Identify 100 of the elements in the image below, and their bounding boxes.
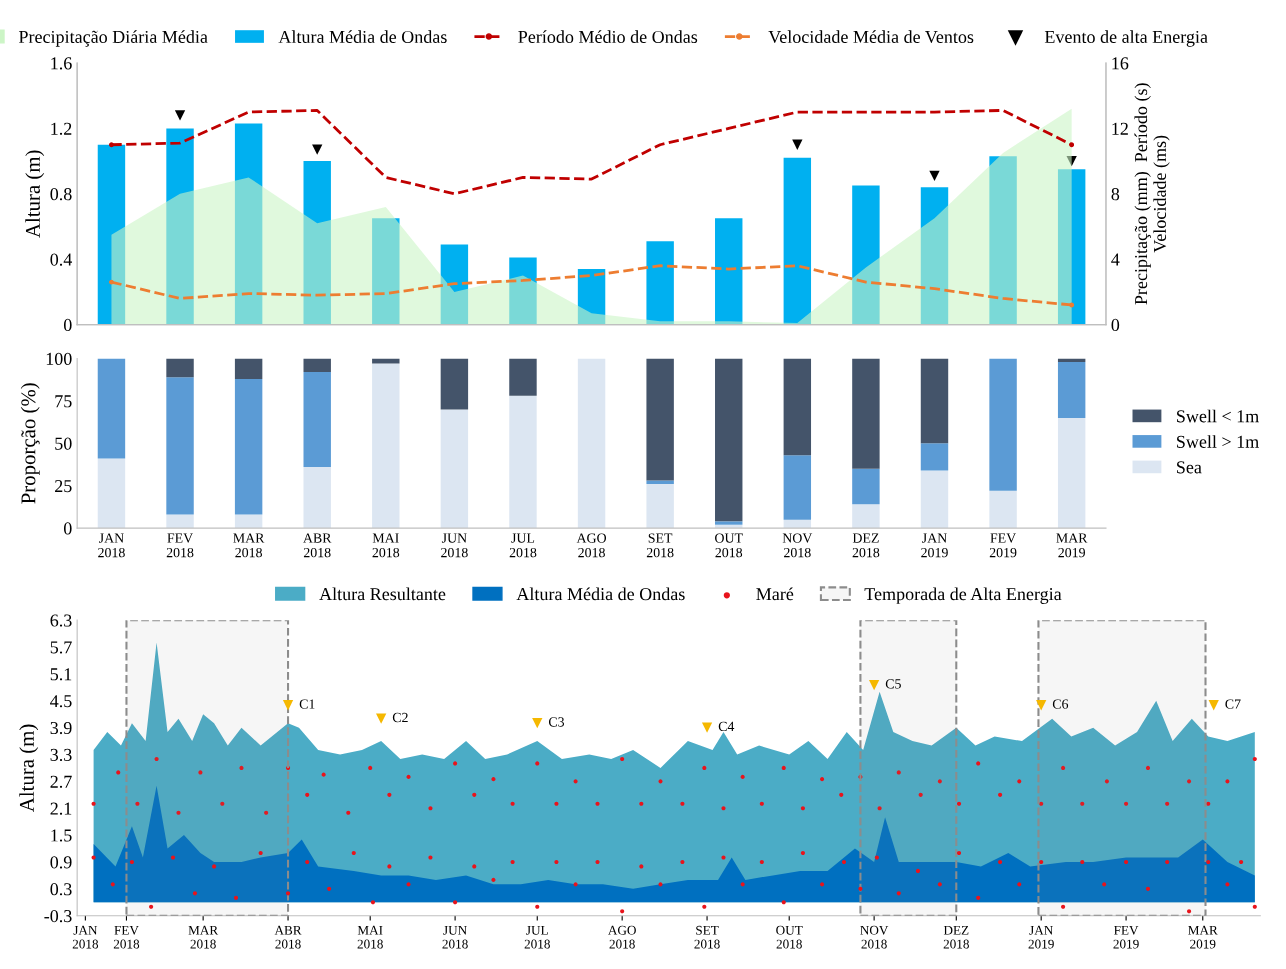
bar — [577, 269, 606, 325]
bar — [646, 480, 674, 485]
bar — [920, 187, 949, 325]
point — [1145, 765, 1151, 771]
bar — [989, 358, 1017, 491]
point — [285, 765, 291, 771]
x-tick-label: ABR 2018 — [274, 925, 302, 949]
point — [1104, 779, 1109, 784]
point — [1206, 801, 1211, 806]
y-tick-label: 4.5 — [50, 695, 72, 708]
legend-label: Velocidade Média de Ventos — [768, 30, 974, 44]
y-axis-title: Altura (m) — [25, 150, 45, 238]
x-tick-label: OUT 2018 — [715, 533, 743, 558]
point — [1145, 886, 1151, 891]
point — [1124, 859, 1129, 865]
bar — [852, 504, 880, 529]
legend-label: Precipitação Diária Média — [18, 30, 208, 47]
bar — [852, 185, 880, 325]
legend-label: Altura Média de Ondas — [278, 30, 447, 44]
annotation: C7 — [1225, 699, 1241, 709]
point — [937, 779, 942, 784]
point — [1165, 859, 1170, 865]
point — [639, 801, 644, 806]
x-tick-label: FEV 2019 — [989, 533, 1017, 558]
y-tick-label: 1.6 — [51, 57, 72, 70]
point — [858, 774, 863, 779]
point — [1061, 904, 1066, 909]
point — [956, 801, 962, 806]
point — [91, 801, 96, 806]
point — [918, 792, 923, 797]
point — [1252, 756, 1257, 762]
y2-tick-label: 8 — [1111, 188, 1120, 201]
bar — [577, 358, 606, 529]
bar — [783, 455, 812, 520]
point — [220, 801, 225, 806]
point — [896, 891, 901, 896]
y-tick-label: 50 — [55, 437, 72, 450]
point — [877, 806, 882, 811]
y-tick-label: -0.3 — [44, 909, 72, 923]
legend-label: Altura Resultante — [319, 587, 446, 601]
bar — [97, 144, 126, 325]
x-tick-label: FEV 2018 — [113, 925, 140, 949]
bar — [920, 443, 949, 471]
x-tick-label: NOV 2018 — [782, 533, 813, 558]
bar — [852, 358, 880, 469]
point — [701, 722, 713, 733]
bar — [234, 378, 263, 515]
point — [239, 765, 244, 771]
legend-label: Swell > 1m — [1177, 435, 1259, 448]
y-tick-label: 5.7 — [50, 641, 72, 654]
point — [174, 110, 186, 121]
point — [759, 859, 764, 865]
point — [258, 850, 263, 856]
point — [1186, 779, 1192, 784]
y-tick-label: 0.8 — [50, 188, 72, 201]
bar — [303, 358, 331, 373]
bar — [509, 358, 537, 396]
annotation: C3 — [548, 717, 565, 727]
point — [376, 713, 387, 724]
y-tick-label: 2.1 — [50, 802, 72, 815]
bar — [97, 458, 126, 529]
point — [915, 868, 921, 874]
legend-label: Período Médio de Ondas — [518, 30, 698, 44]
point — [109, 142, 114, 148]
x-tick-label: JAN 2018 — [72, 925, 99, 949]
point — [535, 904, 540, 909]
x-tick-label: JUN 2018 — [441, 533, 468, 558]
bar — [920, 470, 949, 529]
point — [149, 904, 154, 909]
legend-label: Altura Média de Ondas — [516, 587, 685, 601]
point — [1124, 801, 1129, 806]
point — [998, 859, 1003, 865]
bar — [989, 490, 1017, 529]
annotation: C1 — [299, 699, 315, 709]
point — [620, 909, 625, 914]
legend-label: Maré — [756, 587, 794, 601]
annotation: C6 — [1052, 699, 1069, 709]
point — [929, 170, 940, 181]
point — [1080, 859, 1085, 865]
bar — [715, 218, 743, 325]
bar — [1057, 169, 1086, 325]
y-tick-label: 1.5 — [51, 829, 72, 842]
bar — [1057, 417, 1086, 529]
x-tick-label: MAR 2019 — [1188, 925, 1218, 949]
point — [874, 855, 879, 860]
point — [192, 891, 198, 896]
x-tick-label: JAN 2019 — [1028, 925, 1054, 949]
bar — [783, 358, 812, 456]
point — [510, 859, 515, 865]
legend-label: Temporada de Alta Energia — [864, 587, 1062, 604]
point — [428, 806, 433, 811]
x-tick-label: MAI 2018 — [372, 533, 400, 558]
point — [1102, 882, 1107, 887]
point — [154, 756, 159, 762]
y-tick-label: 6.3 — [50, 614, 72, 627]
bar — [372, 358, 400, 364]
point — [1039, 859, 1044, 865]
point — [820, 777, 825, 782]
bar — [166, 377, 194, 515]
point — [937, 882, 942, 887]
